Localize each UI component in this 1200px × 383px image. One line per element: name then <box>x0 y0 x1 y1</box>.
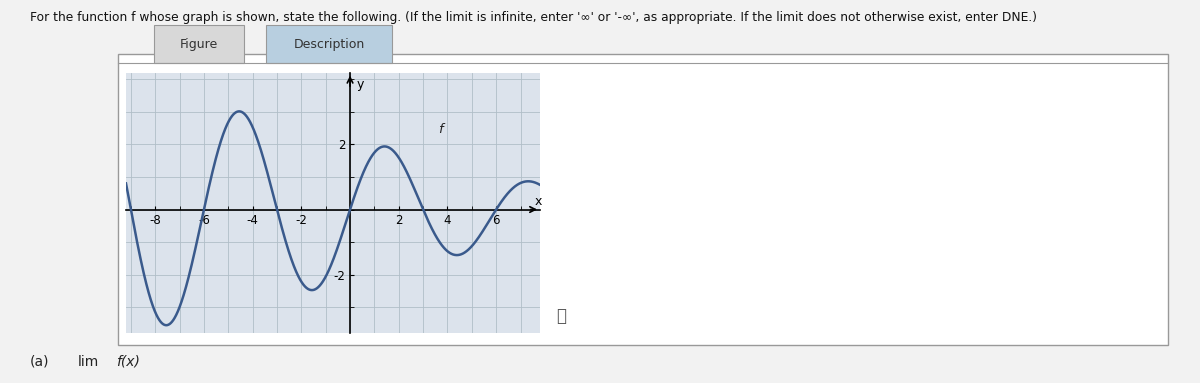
Text: Figure: Figure <box>180 38 217 51</box>
Text: Description: Description <box>294 38 365 51</box>
Text: f(x): f(x) <box>116 355 140 369</box>
Text: For the function f whose graph is shown, state the following. (If the limit is i: For the function f whose graph is shown,… <box>30 11 1037 25</box>
Text: ⓘ: ⓘ <box>557 307 566 325</box>
Text: lim: lim <box>78 355 100 369</box>
Text: x: x <box>535 195 542 208</box>
Text: f: f <box>438 123 443 136</box>
Text: (a): (a) <box>30 355 49 369</box>
Text: y: y <box>356 78 364 91</box>
